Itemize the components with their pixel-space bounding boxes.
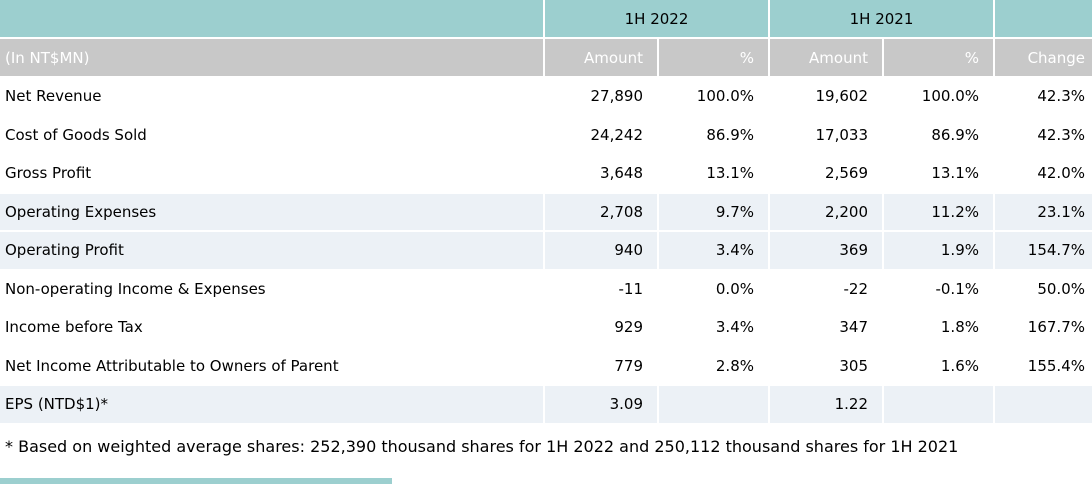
- amount-2022-cell: 929: [543, 309, 657, 346]
- pct-2021-cell: [882, 386, 993, 423]
- col-header-pct-2021: %: [882, 39, 993, 76]
- pct-2022-cell: [657, 386, 768, 423]
- amount-2022-cell: 2,708: [543, 193, 657, 230]
- pct-2022-cell: 3.4%: [657, 232, 768, 269]
- period-header-row: 1H 2022 1H 2021: [0, 0, 1092, 39]
- period-header-spacer: [0, 0, 543, 37]
- change-cell: 42.3%: [993, 78, 1092, 115]
- period-header-1h2021: 1H 2021: [768, 0, 993, 37]
- row-label: Gross Profit: [5, 164, 92, 183]
- amount-2022-cell: 3.09: [543, 386, 657, 423]
- row-label: Net Income Attributable to Owners of Par…: [5, 356, 339, 375]
- table-row: Operating Profit 940 3.4% 369 1.9% 154.7%: [0, 232, 1092, 271]
- row-label: Net Revenue: [5, 87, 102, 106]
- table-row: Income before Tax 929 3.4% 347 1.8% 167.7%: [0, 309, 1092, 348]
- change-cell: 155.4%: [993, 347, 1092, 384]
- amount-2022-cell: -11: [543, 270, 657, 307]
- amount-2021-cell: 1.22: [768, 386, 882, 423]
- pct-2022-cell: 100.0%: [657, 78, 768, 115]
- pct-2021-cell: 1.6%: [882, 347, 993, 384]
- pct-2022-cell: 0.0%: [657, 270, 768, 307]
- period-header-change-spacer: [993, 0, 1092, 37]
- amount-2021-cell: 369: [768, 232, 882, 269]
- table-row: Net Income Attributable to Owners of Par…: [0, 347, 1092, 386]
- pct-2022-cell: 13.1%: [657, 155, 768, 192]
- row-label: EPS (NTD$1)*: [0, 386, 543, 423]
- amount-2022-cell: 27,890: [543, 78, 657, 115]
- table-row: Cost of Goods Sold 24,242 86.9% 17,033 86.9%…: [0, 116, 1092, 155]
- pct-2022-cell: 86.9%: [657, 116, 768, 153]
- amount-2021-cell: 347: [768, 309, 882, 346]
- table-row: Gross Profit 3,648 13.1% 2,569 13.1% 42.0%: [0, 155, 1092, 194]
- amount-2022-cell: 779: [543, 347, 657, 384]
- column-header-row: (In NT$MN) Amount % Amount % Change: [0, 39, 1092, 78]
- amount-2021-cell: -22: [768, 270, 882, 307]
- table-row: Net Revenue 27,890 100.0% 19,602 100.0% 42.3%: [0, 78, 1092, 117]
- change-cell: 42.3%: [993, 116, 1092, 153]
- pct-2022-cell: 2.8%: [657, 347, 768, 384]
- footnote: * Based on weighted average shares: 252,…: [5, 436, 959, 456]
- pct-2021-cell: 86.9%: [882, 116, 993, 153]
- col-header-change: Change: [993, 39, 1092, 76]
- change-cell: 167.7%: [993, 309, 1092, 346]
- row-label: Operating Expenses: [0, 193, 543, 230]
- pct-2022-cell: 9.7%: [657, 193, 768, 230]
- amount-2021-cell: 17,033: [768, 116, 882, 153]
- pct-2021-cell: -0.1%: [882, 270, 993, 307]
- pct-2021-cell: 11.2%: [882, 193, 993, 230]
- table-row: Operating Expenses 2,708 9.7% 2,200 11.2% 23.…: [0, 193, 1092, 232]
- pct-2021-cell: 1.8%: [882, 309, 993, 346]
- table-row: EPS (NTD$1)* 3.09 1.22: [0, 386, 1092, 425]
- row-label: Non-operating Income & Expenses: [5, 279, 266, 298]
- change-cell: 50.0%: [993, 270, 1092, 307]
- bottom-accent-bar: [0, 478, 392, 484]
- change-cell: [993, 386, 1092, 423]
- col-header-pct-2022: %: [657, 39, 768, 76]
- row-label: Cost of Goods Sold: [5, 125, 147, 144]
- table-row: Non-operating Income & Expenses -11 0.0% -2…: [0, 270, 1092, 309]
- period-header-1h2022: 1H 2022: [543, 0, 768, 37]
- col-header-amount-2021: Amount: [768, 39, 882, 76]
- unit-label: (In NT$MN): [0, 39, 543, 76]
- row-label: Income before Tax: [5, 318, 143, 337]
- amount-2021-cell: 19,602: [768, 78, 882, 115]
- col-header-amount-2022: Amount: [543, 39, 657, 76]
- amount-2021-cell: 2,200: [768, 193, 882, 230]
- change-cell: 23.1%: [993, 193, 1092, 230]
- amount-2022-cell: 3,648: [543, 155, 657, 192]
- table-body: Net Revenue 27,890 100.0% 19,602 100.0% 42.3%…: [0, 78, 1092, 425]
- change-cell: 42.0%: [993, 155, 1092, 192]
- amount-2022-cell: 940: [543, 232, 657, 269]
- pct-2021-cell: 13.1%: [882, 155, 993, 192]
- pct-2021-cell: 100.0%: [882, 78, 993, 115]
- amount-2022-cell: 24,242: [543, 116, 657, 153]
- amount-2021-cell: 2,569: [768, 155, 882, 192]
- pct-2022-cell: 3.4%: [657, 309, 768, 346]
- pct-2021-cell: 1.9%: [882, 232, 993, 269]
- change-cell: 154.7%: [993, 232, 1092, 269]
- amount-2021-cell: 305: [768, 347, 882, 384]
- row-label: Operating Profit: [0, 232, 543, 269]
